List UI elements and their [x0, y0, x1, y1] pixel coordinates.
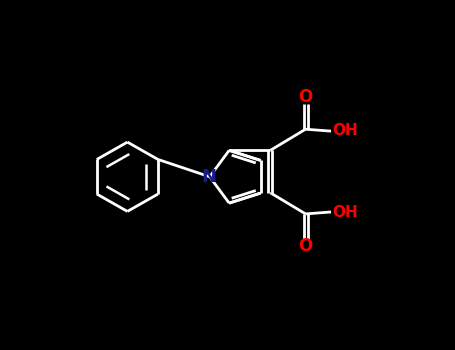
Text: OH: OH [332, 123, 358, 138]
Text: O: O [298, 237, 313, 255]
Text: N: N [202, 168, 217, 186]
Text: OH: OH [332, 205, 358, 220]
Text: O: O [298, 88, 313, 106]
